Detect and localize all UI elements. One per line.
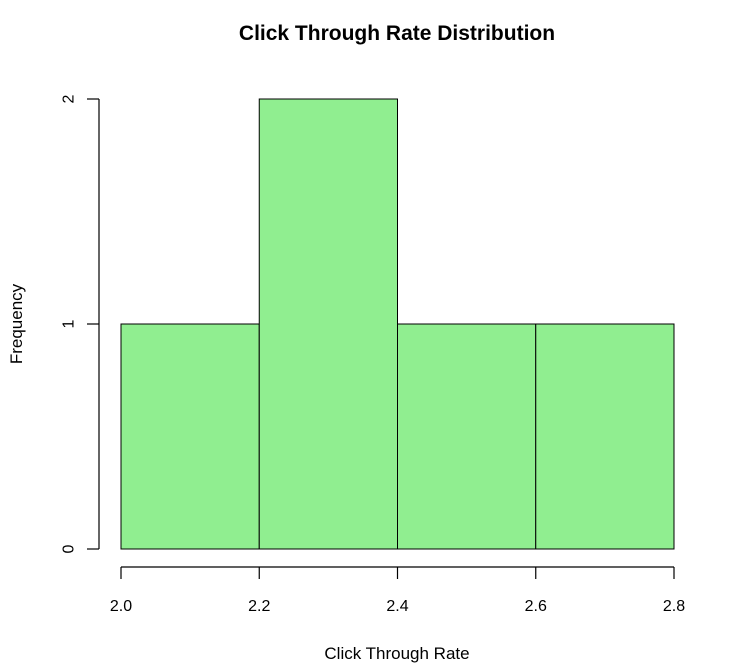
x-tick-label: 2.0 [110,598,132,615]
y-axis-label: Frequency [7,283,26,364]
bars-group [120,98,675,550]
chart-title: Click Through Rate Distribution [239,22,555,45]
y-axis: 0 1 2 [61,94,100,553]
x-tick-label: 2.2 [248,598,270,615]
x-tick-label: 2.6 [525,598,547,615]
x-tick-label: 2.8 [663,598,685,615]
histogram-bar-1 [120,323,260,550]
histogram-bar-3 [397,323,537,550]
y-tick-label: 1 [61,319,78,328]
y-tick-label: 0 [61,544,78,553]
histogram-bar-2 [258,98,398,550]
x-tick-label: 2.4 [386,598,408,615]
y-tick-label: 2 [61,94,78,103]
x-axis: 2.0 2.2 2.4 2.6 2.8 [110,566,685,615]
histogram-bar-4 [535,323,675,550]
x-axis-label: Click Through Rate [324,644,469,663]
